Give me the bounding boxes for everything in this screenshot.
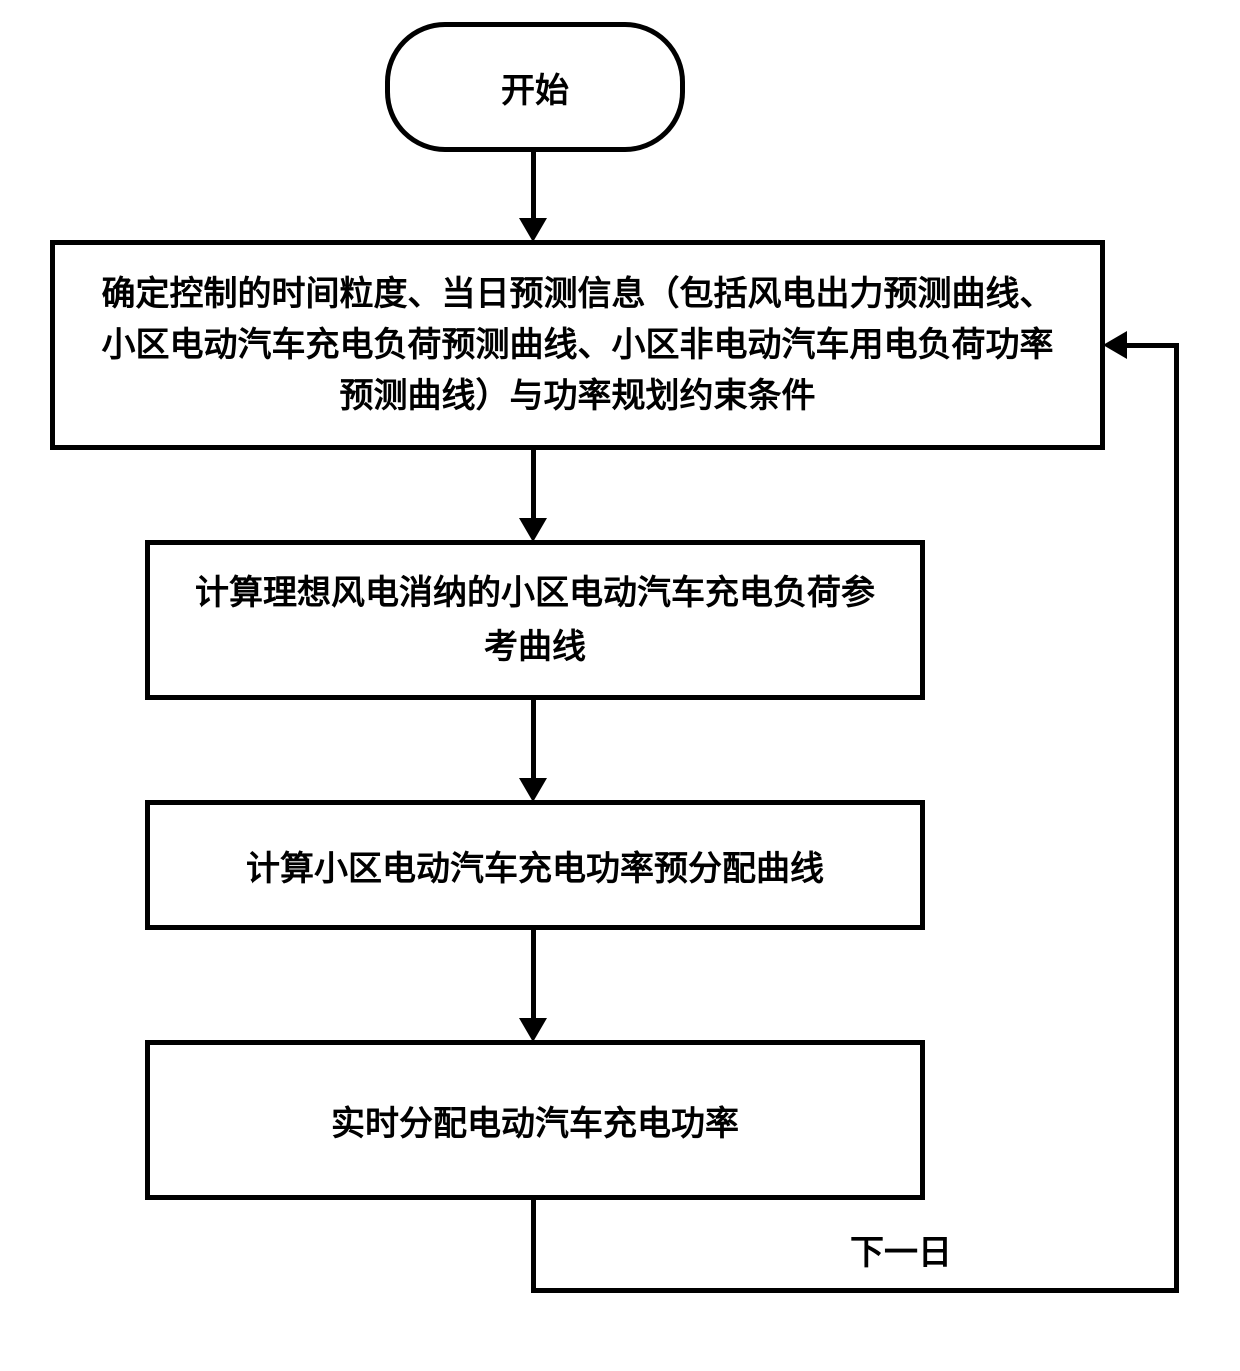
loop-seg-bottom (531, 1288, 1179, 1293)
start-node: 开始 (385, 22, 685, 152)
step4-node: 实时分配电动汽车充电功率 (145, 1040, 925, 1200)
arrowhead-3 (519, 778, 547, 802)
loop-seg-right (1174, 343, 1179, 1293)
start-label: 开始 (501, 63, 569, 112)
edge-start-step1 (531, 152, 536, 220)
step2-node: 计算理想风电消纳的小区电动汽车充电负荷参考曲线 (145, 540, 925, 700)
step3-label: 计算小区电动汽车充电功率预分配曲线 (246, 841, 824, 890)
arrowhead-4 (519, 1018, 547, 1042)
step1-node: 确定控制的时间粒度、当日预测信息（包括风电出力预测曲线、小区电动汽车充电负荷预测… (50, 240, 1105, 450)
loop-seg-down (531, 1200, 536, 1290)
step1-label: 确定控制的时间粒度、当日预测信息（包括风电出力预测曲线、小区电动汽车充电负荷预测… (85, 269, 1070, 422)
arrowhead-2 (519, 518, 547, 542)
arrowhead-loop (1103, 331, 1127, 359)
edge-step3-step4 (531, 930, 536, 1020)
loop-seg-top (1125, 343, 1179, 348)
edge-step2-step3 (531, 700, 536, 780)
step3-node: 计算小区电动汽车充电功率预分配曲线 (145, 800, 925, 930)
loop-label-text: 下一日 (850, 1234, 952, 1272)
step2-label: 计算理想风电消纳的小区电动汽车充电负荷参考曲线 (180, 566, 890, 675)
step4-label: 实时分配电动汽车充电功率 (331, 1096, 739, 1145)
arrowhead-1 (519, 218, 547, 242)
loop-label: 下一日 (850, 1225, 952, 1274)
flowchart-container: 开始 确定控制的时间粒度、当日预测信息（包括风电出力预测曲线、小区电动汽车充电负… (0, 0, 1240, 1371)
edge-step1-step2 (531, 450, 536, 520)
